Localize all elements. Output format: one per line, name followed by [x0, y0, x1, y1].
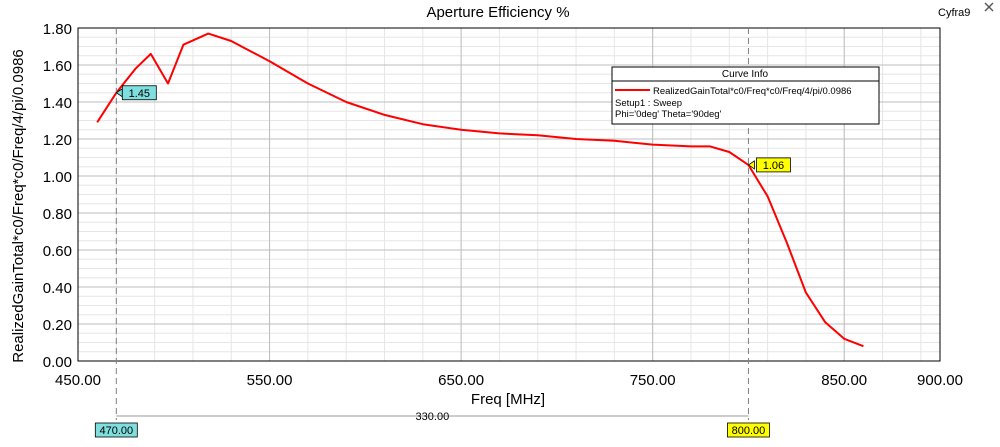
marker-x-label: 800.00 — [732, 425, 766, 437]
y-tick-label: 1.80 — [43, 21, 72, 38]
y-tick-label: 0.60 — [43, 243, 72, 260]
curve-info-legend[interactable]: Curve Info RealizedGainTotal*c0/Freq*c0/… — [611, 66, 880, 125]
close-icon[interactable] — [984, 2, 994, 12]
x-tick-label: 850.00 — [821, 372, 867, 389]
y-tick-label: 1.20 — [43, 132, 72, 149]
marker-value-box — [121, 85, 157, 101]
delta-value-label: 330.00 — [416, 411, 450, 423]
x-tick-label: 650.00 — [438, 372, 484, 389]
marker-x-label: 470.00 — [99, 425, 133, 437]
legend-angle-line: Phi='0deg' Theta='90deg' — [615, 109, 722, 120]
marker-layer: 1.45 470.00 1.06 800.00 330.00 — [94, 28, 791, 438]
marker-value-label: 1.45 — [129, 88, 150, 100]
marker-x-box — [727, 422, 770, 438]
y-tick-label: 1.40 — [43, 95, 72, 112]
window-tag: Cyfra9 — [938, 7, 970, 19]
y-axis-label: RealizedGainTotal*c0/Freq*c0/Freq/4/pi/0… — [10, 49, 27, 363]
series-layer — [96, 32, 864, 348]
legend-series-label: RealizedGainTotal*c0/Freq*c0/Freq/4/pi/0… — [653, 86, 852, 97]
x-tick-label: 900.00 — [917, 372, 963, 389]
y-tick-label: 1.60 — [43, 58, 72, 75]
y-tick-label: 1.00 — [43, 169, 72, 186]
marker-value-box — [756, 157, 791, 173]
legend-box — [611, 66, 880, 125]
legend-header: Curve Info — [722, 69, 769, 80]
y-tick-label: 0.20 — [43, 317, 72, 334]
x-tick-label: 750.00 — [630, 372, 676, 389]
x-axis-label: Freq [MHz] — [471, 391, 545, 408]
tick-layer: 0.00 0.20 0.40 0.60 0.80 1.00 1.20 1.40 1.60 1.80… — [43, 21, 963, 389]
y-tick-label: 0.80 — [43, 206, 72, 223]
y-tick-label: 0.00 — [43, 354, 72, 371]
series-line — [96, 32, 864, 348]
legend-setup-line: Setup1 : Sweep — [615, 98, 682, 109]
x-tick-label: 450.00 — [55, 372, 101, 389]
marker-pointer — [747, 160, 755, 170]
y-tick-label: 0.40 — [43, 280, 72, 297]
marker-value-label: 1.06 — [763, 160, 784, 172]
chart-title: Aperture Efficiency % — [426, 4, 569, 21]
plot-frame — [77, 27, 941, 362]
x-tick-label: 550.00 — [247, 372, 293, 389]
marker-x-box — [94, 422, 138, 438]
